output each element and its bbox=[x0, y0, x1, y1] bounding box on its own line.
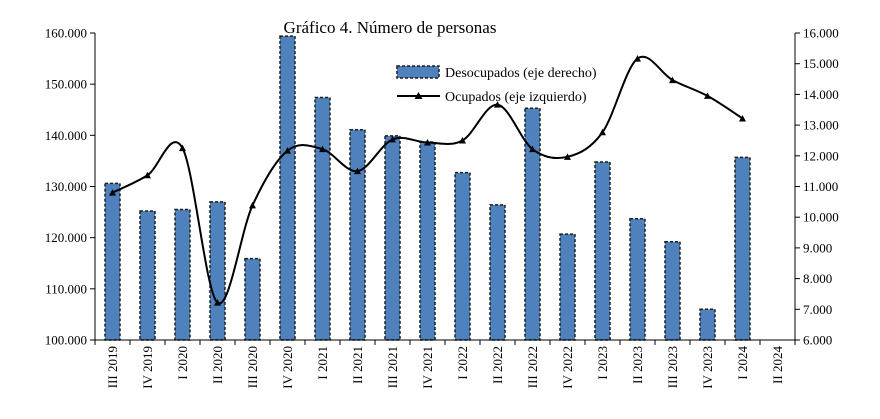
right-axis-tick-label: 11.000 bbox=[803, 179, 838, 194]
right-axis-tick-label: 15.000 bbox=[803, 56, 839, 71]
right-axis-tick-label: 8.000 bbox=[803, 271, 832, 286]
chart-title: Gráfico 4. Número de personas bbox=[284, 18, 497, 37]
line-point-ocupados bbox=[354, 167, 361, 175]
line-point-ocupados bbox=[424, 138, 431, 146]
bar-desocupados bbox=[629, 217, 646, 341]
x-axis-category-label: III 2020 bbox=[245, 346, 260, 388]
left-axis-tick-label: 110.000 bbox=[45, 281, 87, 296]
x-axis-category-label: IV 2021 bbox=[420, 346, 435, 389]
left-axis-tick-label: 130.000 bbox=[45, 179, 87, 194]
line-point-ocupados bbox=[214, 299, 221, 306]
bar-desocupados bbox=[209, 201, 226, 341]
line-point-ocupados bbox=[249, 201, 256, 209]
right-axis-tick-label: 9.000 bbox=[803, 240, 832, 255]
right-axis-tick-label: 12.000 bbox=[803, 148, 839, 163]
left-axis-tick-label: 140.000 bbox=[45, 128, 87, 143]
line-point-ocupados bbox=[459, 136, 466, 144]
line-point-ocupados bbox=[529, 145, 536, 153]
x-axis-category-label: I 2024 bbox=[735, 346, 750, 380]
bar-desocupados bbox=[594, 161, 611, 341]
x-axis-category-label: III 2023 bbox=[665, 346, 680, 388]
right-axis-tick-label: 14.000 bbox=[803, 87, 839, 102]
x-axis-category-label: III 2022 bbox=[525, 346, 540, 388]
bar-desocupados bbox=[174, 208, 191, 341]
x-axis-category-label: IV 2023 bbox=[700, 346, 715, 389]
legend-label-ocupados: Ocupados (eje izquierdo) bbox=[445, 90, 587, 105]
x-axis-category-label: IV 2022 bbox=[560, 346, 575, 389]
x-axis-category-label: II 2021 bbox=[350, 346, 365, 384]
x-axis-category-label: II 2022 bbox=[490, 346, 505, 384]
line-point-ocupados bbox=[704, 92, 711, 99]
bar-desocupados bbox=[489, 204, 506, 341]
legend-triangle-marker-icon bbox=[414, 92, 423, 99]
line-point-ocupados bbox=[494, 101, 501, 108]
right-axis-tick-label: 10.000 bbox=[803, 210, 839, 225]
x-axis-category-label: I 2020 bbox=[175, 346, 190, 380]
line-point-ocupados bbox=[144, 171, 151, 179]
legend: Desocupados (eje derecho) Ocupados (eje … bbox=[396, 65, 597, 105]
left-axis-tick-label: 150.000 bbox=[45, 77, 87, 92]
x-axis-category-label: II 2023 bbox=[630, 346, 645, 384]
x-axis-category-label: III 2021 bbox=[385, 346, 400, 388]
x-axis-category-label: IV 2020 bbox=[280, 346, 295, 389]
line-point-ocupados bbox=[109, 189, 116, 196]
bar-desocupados bbox=[524, 107, 541, 341]
x-axis-category-label: I 2023 bbox=[595, 346, 610, 380]
line-point-ocupados bbox=[739, 114, 746, 122]
x-axis-category-label: IV 2019 bbox=[140, 346, 155, 389]
bar-desocupados bbox=[664, 241, 681, 341]
line-point-ocupados bbox=[284, 147, 291, 154]
line-point-ocupados bbox=[669, 76, 676, 84]
x-axis-category-label: III 2019 bbox=[105, 346, 120, 388]
bar-desocupados bbox=[384, 135, 401, 341]
right-axis-tick-label: 13.000 bbox=[803, 118, 839, 133]
right-axis-tick-label: 6.000 bbox=[803, 333, 832, 348]
legend-bar-swatch bbox=[396, 65, 440, 79]
bar-desocupados bbox=[559, 233, 576, 341]
line-point-ocupados bbox=[599, 128, 606, 136]
bar-desocupados bbox=[244, 257, 261, 341]
left-axis-tick-label: 160.000 bbox=[45, 26, 87, 41]
legend-label-desocupados: Desocupados (eje derecho) bbox=[445, 66, 597, 81]
bar-desocupados bbox=[349, 128, 366, 341]
left-axis-tick-label: 120.000 bbox=[45, 230, 87, 245]
line-point-ocupados bbox=[319, 145, 326, 153]
left-axis-tick-label: 100.000 bbox=[45, 333, 87, 348]
line-point-ocupados bbox=[564, 153, 571, 160]
x-axis-category-label: I 2021 bbox=[315, 346, 330, 380]
right-axis-tick-label: 7.000 bbox=[803, 302, 832, 317]
line-ocupados bbox=[112, 55, 744, 305]
bar-desocupados bbox=[454, 171, 471, 341]
x-axis-category-label: I 2022 bbox=[455, 346, 470, 380]
x-axis-category-label: II 2024 bbox=[770, 346, 785, 384]
bar-desocupados bbox=[699, 308, 716, 341]
right-axis-tick-label: 16.000 bbox=[803, 26, 839, 41]
bar-desocupados bbox=[734, 156, 751, 341]
bar-desocupados bbox=[419, 141, 436, 341]
line-point-ocupados bbox=[634, 55, 641, 62]
bar-desocupados bbox=[104, 182, 121, 341]
line-point-ocupados bbox=[389, 135, 396, 143]
bar-desocupados bbox=[314, 96, 331, 341]
x-axis-category-label: II 2020 bbox=[210, 346, 225, 384]
bar-desocupados bbox=[279, 35, 296, 341]
bar-desocupados bbox=[139, 210, 156, 341]
line-point-ocupados bbox=[179, 144, 186, 152]
